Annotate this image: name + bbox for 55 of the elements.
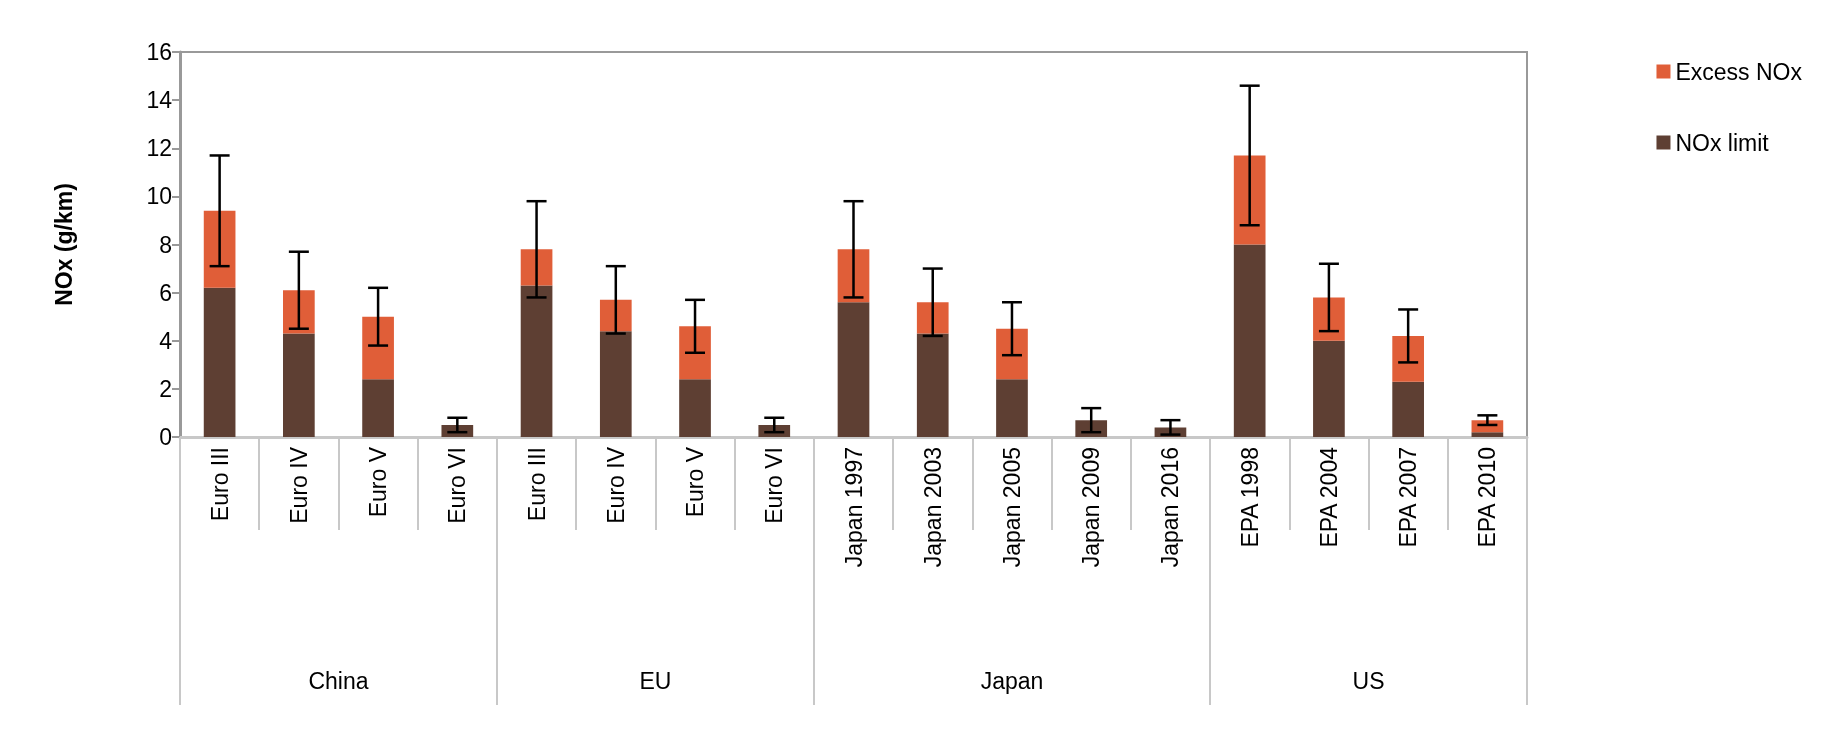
- text: China: [307, 668, 370, 695]
- bar: [599, 331, 632, 437]
- x-tick-label: Euro V: [682, 446, 709, 518]
- legend-label: Excess NOx: [1675, 58, 1803, 85]
- x-tick-label: Japan 2016: [1157, 447, 1184, 568]
- legend-label: NOx limit: [1675, 129, 1770, 156]
- bar: [1233, 155, 1266, 245]
- bar: [1313, 340, 1345, 437]
- bar: [283, 333, 315, 437]
- text: US: [1351, 668, 1386, 695]
- x-tick-label: Japan 2009: [1078, 447, 1105, 568]
- x-tick-label: EPA 2010: [1474, 447, 1501, 548]
- text: EU: [638, 668, 673, 695]
- x-tick-label: Euro IV: [285, 446, 312, 524]
- bar: [203, 210, 236, 288]
- x-tick-label: Euro III: [206, 447, 233, 522]
- bar: [1471, 432, 1504, 437]
- y-tick-label: 14: [146, 87, 173, 114]
- bar: [1233, 244, 1266, 437]
- x-tick-label: Euro III: [523, 447, 550, 522]
- bar: [362, 379, 394, 437]
- bar: [1313, 297, 1345, 341]
- x-tick-label: EPA 1998: [1236, 447, 1263, 548]
- bar: [916, 302, 949, 334]
- text: Japan: [979, 668, 1045, 695]
- bar: [996, 328, 1028, 380]
- bar: [599, 299, 632, 332]
- y-tick-label: 0: [159, 424, 172, 450]
- x-tick-label: Japan 2003: [919, 447, 946, 568]
- x-tick-label: Euro VI: [761, 447, 788, 524]
- bar: [203, 287, 236, 437]
- bar: [996, 379, 1028, 437]
- bar: [1392, 335, 1424, 382]
- y-axis-title: NOx (g/km): [50, 183, 77, 306]
- bar: [1392, 381, 1424, 437]
- bar: [362, 316, 394, 380]
- x-tick-label: EPA 2007: [1395, 447, 1422, 548]
- y-tick-label: 6: [159, 279, 172, 306]
- y-tick-label: 2: [159, 375, 172, 402]
- x-tick-label: Japan 1997: [840, 447, 867, 568]
- x-tick-label: Euro VI: [444, 447, 471, 524]
- y-tick-label: 4: [159, 327, 173, 354]
- bar: [679, 379, 711, 437]
- y-tick-label: 8: [159, 231, 172, 258]
- bar: [679, 326, 711, 380]
- bar: [520, 285, 553, 437]
- bar: [837, 302, 870, 437]
- x-tick-label: Euro IV: [602, 446, 629, 524]
- y-tick-label: 12: [146, 135, 172, 162]
- x-tick-label: EPA 2004: [1315, 446, 1342, 548]
- x-tick-label: Japan 2005: [998, 447, 1025, 568]
- bar: [916, 333, 949, 437]
- y-tick-label: 16: [146, 39, 172, 65]
- y-tick-label: 10: [146, 183, 172, 210]
- x-tick-label: Euro V: [365, 446, 392, 518]
